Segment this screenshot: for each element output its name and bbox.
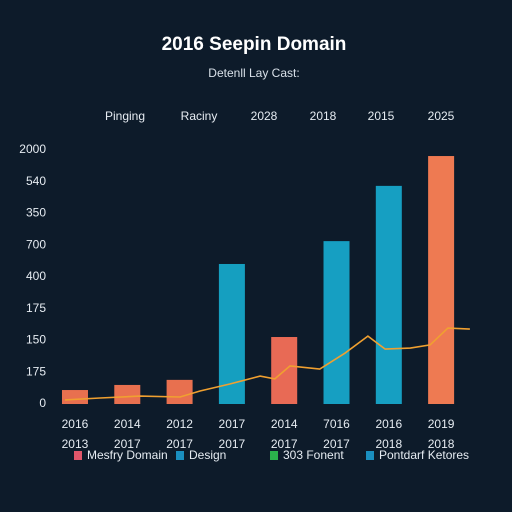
x-sub-label: 2018 xyxy=(375,437,402,451)
x-sub-label: 2017 xyxy=(114,437,141,451)
y-tick-label: 175 xyxy=(26,364,46,378)
top-label: 2015 xyxy=(368,109,395,123)
x-tick-label: 2017 xyxy=(219,417,246,431)
x-sub-label: 2013 xyxy=(62,437,89,451)
x-sub-label: 2017 xyxy=(219,437,246,451)
legend-swatch xyxy=(74,451,82,460)
top-label: 2025 xyxy=(428,109,455,123)
y-tick-label: 350 xyxy=(26,206,46,220)
x-tick-label: 7016 xyxy=(323,417,350,431)
legend-label: Design xyxy=(189,448,226,462)
y-tick-label: 175 xyxy=(26,301,46,315)
y-tick-label: 700 xyxy=(26,237,46,251)
x-sub-label: 2017 xyxy=(271,437,298,451)
chart-subtitle: Detenll Lay Cast: xyxy=(208,66,299,80)
legend-label: Pontdarf Ketores xyxy=(379,448,469,462)
x-tick-label: 2012 xyxy=(166,417,193,431)
x-sub-label: 2018 xyxy=(428,437,455,451)
bar xyxy=(114,384,141,404)
x-tick-label: 2014 xyxy=(114,417,141,431)
legend-swatch xyxy=(366,451,374,460)
bar xyxy=(428,156,455,404)
top-label: Pinging xyxy=(105,109,145,123)
bar xyxy=(61,390,88,404)
legend-label: Mesfry Domain xyxy=(87,448,168,462)
bar xyxy=(375,185,402,404)
x-sub-label: 2017 xyxy=(166,437,193,451)
legend-swatch xyxy=(176,451,184,460)
bar xyxy=(166,379,193,404)
y-tick-label: 540 xyxy=(26,174,46,188)
legend-swatch xyxy=(270,451,278,460)
legend-label: 303 Fonent xyxy=(283,448,344,462)
chart-title: 2016 Seepin Domain xyxy=(162,34,347,55)
x-tick-label: 2016 xyxy=(375,417,402,431)
x-sub-label: 2017 xyxy=(323,437,350,451)
x-tick-label: 2014 xyxy=(271,417,298,431)
top-label: 2028 xyxy=(251,109,278,123)
top-label: Raciny xyxy=(181,109,218,123)
y-tick-label: 400 xyxy=(26,269,46,283)
y-tick-label: 150 xyxy=(26,333,46,347)
x-tick-label: 2019 xyxy=(428,417,455,431)
trend-line xyxy=(64,327,470,401)
y-tick-label: 2000 xyxy=(19,142,46,156)
bar xyxy=(323,241,350,404)
x-tick-label: 2016 xyxy=(62,417,89,431)
y-tick-label: 0 xyxy=(39,396,46,410)
top-label: 2018 xyxy=(310,109,337,123)
